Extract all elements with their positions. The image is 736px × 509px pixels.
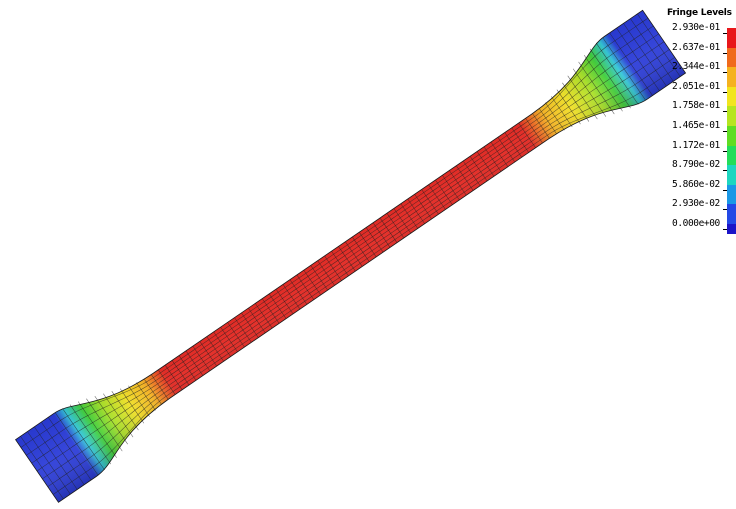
legend-level-label: 2.930e-02 bbox=[672, 198, 720, 210]
legend-level-label: 5.860e-02 bbox=[672, 178, 720, 190]
legend-tick bbox=[723, 189, 727, 191]
legend-tick bbox=[723, 111, 727, 113]
specimen-outline bbox=[14, 9, 687, 503]
fringe-legend: Fringe Levels 2.930e-01 2.637e-01 2.344e-0… bbox=[660, 0, 736, 250]
legend-color-swatch bbox=[727, 67, 736, 87]
legend-color-swatch bbox=[727, 184, 736, 205]
legend-level-label: 0.000e+00 bbox=[672, 218, 720, 229]
legend-tick bbox=[723, 150, 727, 152]
mesh-longitudinal-line bbox=[36, 41, 665, 472]
legend-tick bbox=[723, 33, 727, 34]
legend-tick bbox=[723, 72, 727, 74]
legend-color-swatch bbox=[727, 145, 736, 166]
legend-level-label: 2.051e-01 bbox=[672, 80, 720, 92]
legend-tick bbox=[723, 170, 727, 172]
legend-tick bbox=[723, 91, 727, 93]
legend-level-label: 1.465e-01 bbox=[672, 120, 720, 131]
legend-color-swatch bbox=[727, 224, 736, 234]
legend-tick bbox=[723, 52, 727, 54]
legend-color-swatch bbox=[727, 165, 736, 185]
legend-color-swatch bbox=[727, 28, 736, 48]
mesh-longitudinal-line bbox=[26, 25, 654, 456]
legend-color-swatch bbox=[727, 204, 736, 224]
mesh-longitudinal-line bbox=[47, 57, 675, 487]
legend-level-label: 2.344e-01 bbox=[672, 61, 720, 73]
legend-tick bbox=[723, 131, 727, 132]
legend-level-label: 8.790e-02 bbox=[672, 159, 720, 171]
mesh-grid bbox=[20, 13, 681, 500]
legend-tick bbox=[723, 209, 727, 211]
legend-level-label: 2.930e-01 bbox=[672, 22, 720, 33]
legend-level-label: 1.172e-01 bbox=[672, 139, 720, 151]
legend-title: Fringe Levels bbox=[667, 8, 732, 18]
legend-color-swatch bbox=[727, 47, 736, 68]
mesh-longitudinal-line bbox=[42, 49, 670, 480]
legend-color-swatch bbox=[727, 106, 736, 126]
mesh-longitudinal-line bbox=[31, 33, 659, 464]
legend-level-label: 1.758e-01 bbox=[672, 100, 720, 112]
legend-color-swatch bbox=[727, 126, 736, 146]
legend-tick bbox=[723, 229, 727, 230]
legend-level-label: 2.637e-01 bbox=[672, 41, 720, 53]
mesh-longitudinal-line bbox=[20, 17, 649, 448]
mesh-longitudinal-line bbox=[52, 64, 681, 495]
legend-color-swatch bbox=[727, 86, 736, 107]
